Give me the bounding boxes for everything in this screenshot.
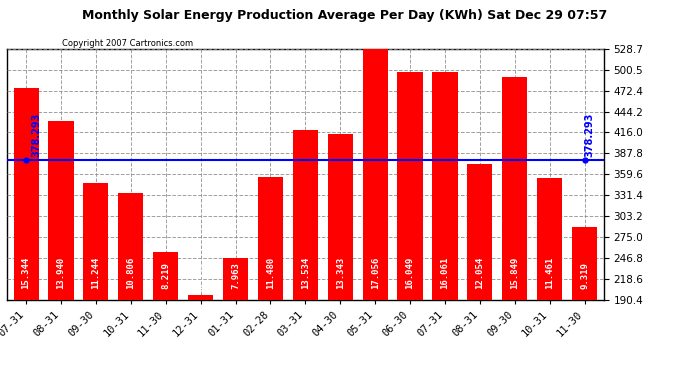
Text: Copyright 2007 Cartronics.com: Copyright 2007 Cartronics.com (62, 39, 193, 48)
Bar (153, 252, 178, 300)
Bar (48, 120, 74, 300)
Text: 378.293: 378.293 (32, 113, 41, 158)
Text: 11.480: 11.480 (266, 256, 275, 289)
Text: 9.319: 9.319 (580, 262, 589, 289)
Bar (118, 193, 144, 300)
Bar (328, 134, 353, 300)
Text: 8.219: 8.219 (161, 262, 170, 289)
Text: 15.849: 15.849 (510, 256, 520, 289)
Text: 13.343: 13.343 (336, 256, 345, 289)
Text: 12.054: 12.054 (475, 256, 484, 289)
Bar (14, 88, 39, 300)
Bar (537, 178, 562, 300)
Bar (188, 295, 213, 300)
Bar (397, 72, 422, 300)
Bar (223, 258, 248, 300)
Bar (258, 177, 283, 300)
Bar (502, 76, 527, 300)
Bar (83, 183, 108, 300)
Bar (467, 164, 493, 300)
Text: 7.963: 7.963 (231, 262, 240, 289)
Text: 378.293: 378.293 (585, 113, 595, 158)
Text: 17.056: 17.056 (371, 256, 380, 289)
Bar (362, 49, 388, 300)
Text: 16.061: 16.061 (440, 256, 449, 289)
Text: 11.244: 11.244 (91, 256, 101, 289)
Text: 13.940: 13.940 (57, 256, 66, 289)
Bar (293, 130, 318, 300)
Text: 15.344: 15.344 (21, 256, 30, 289)
Bar (572, 227, 597, 300)
Text: Monthly Solar Energy Production Average Per Day (KWh) Sat Dec 29 07:57: Monthly Solar Energy Production Average … (82, 9, 608, 22)
Text: 13.534: 13.534 (301, 256, 310, 289)
Text: 11.461: 11.461 (545, 256, 554, 289)
Text: 10.806: 10.806 (126, 256, 135, 289)
Text: 6.357: 6.357 (196, 262, 205, 289)
Text: 16.049: 16.049 (406, 256, 415, 289)
Bar (433, 72, 457, 300)
